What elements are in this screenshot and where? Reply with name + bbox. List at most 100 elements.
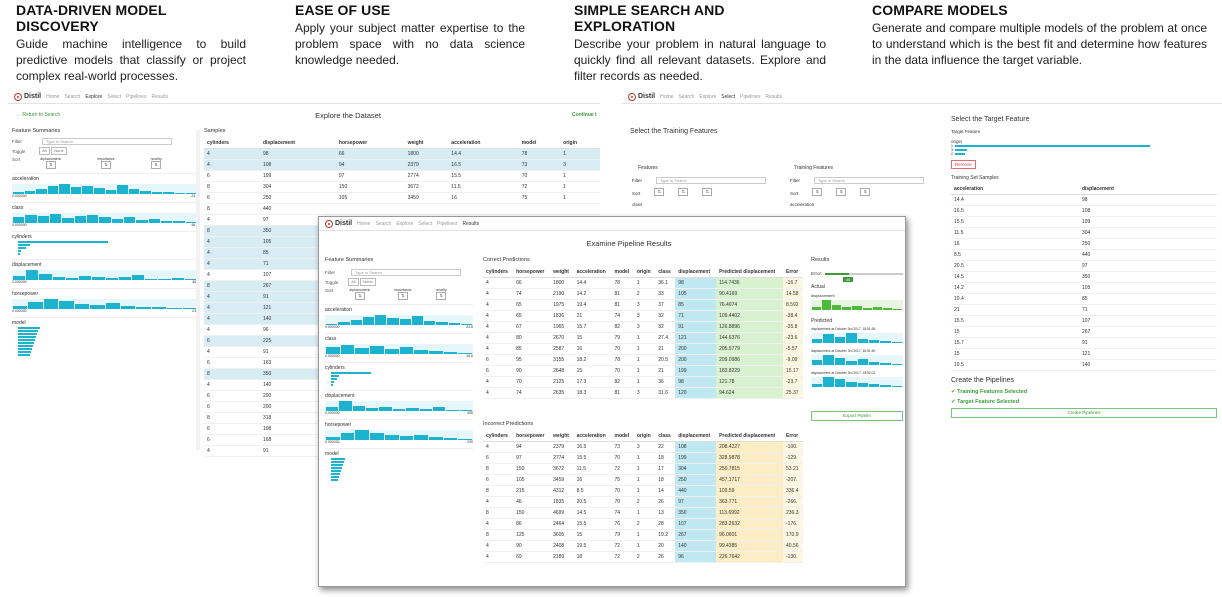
table-row[interactable]: 15.5 199 [951,216,1217,228]
category-bar[interactable] [18,336,36,338]
table-row[interactable]: 14.5 350 [951,271,1217,283]
category-bar[interactable] [18,333,37,335]
sort-alpha-button[interactable]: ⇅ [45,161,56,169]
sort-importance-button[interactable]: ⇅ [836,188,847,196]
facet-histogram[interactable] [325,315,473,325]
toggle-all-button[interactable]: All [39,147,50,155]
table-row[interactable]: 4 65 1836 21 74 3 32 71 109.4402 -38.4 [483,310,803,322]
table-row[interactable]: 4 69 2189 18 72 2 26 96 226.7642 -130. [483,551,803,563]
column-header[interactable]: class [655,431,676,442]
category-bar[interactable] [18,345,33,347]
filter-input[interactable]: Type to Search [814,177,924,184]
actual-histogram[interactable] [811,300,903,310]
column-header[interactable]: weight [550,431,574,442]
column-header[interactable]: origin [633,267,656,278]
table-row[interactable]: 4 65 1975 19.4 81 3 37 85 76.4074 8.592 [483,299,803,311]
column-header[interactable]: acceleration [951,184,1079,195]
table-row[interactable]: 4 86 2464 15.5 76 2 28 107 283.2632 -176. [483,518,803,530]
column-header[interactable]: weight [550,267,574,278]
table-row[interactable]: 4 85 2587 16 70 1 21 200 205.5779 -5.57 [483,343,803,355]
sort-novelty-button[interactable]: ⇅ [436,292,447,300]
category-bar[interactable] [18,348,32,350]
table-row[interactable]: 4 94 2379 16.5 73 3 22 108 208.4227 -100. [483,441,803,453]
nav-home[interactable]: Home [660,93,674,100]
column-header[interactable]: displacement [259,138,336,149]
table-row[interactable]: 4 98 66 1800 14.4 78 1 [204,148,600,160]
category-bar[interactable] [954,145,1150,147]
category-bar[interactable] [18,330,38,332]
export-pipeline-button[interactable]: Export Pipelin [811,411,903,421]
table-row[interactable]: 4 108 94 2379 16.5 73 3 [204,159,600,171]
nav-explore[interactable]: Explore [396,220,414,227]
nav-results[interactable]: Results [462,220,480,227]
error-slider[interactable] [825,272,903,275]
nav-search[interactable]: Search [375,220,392,227]
table-row[interactable]: 21 71 [951,304,1217,316]
column-header[interactable]: model [611,267,634,278]
table-row[interactable]: 8 440 [204,203,600,215]
table-row[interactable]: 19.5 140 [951,359,1217,371]
table-row[interactable]: 16 250 [951,238,1217,250]
category-bar[interactable] [18,247,26,249]
nav-explore[interactable]: Explore [85,93,103,100]
category-bar[interactable] [331,476,339,478]
facet-acceleration[interactable]: acceleration 0.000000 24.8 [12,173,198,198]
column-header[interactable]: displacement [675,267,717,278]
table-row[interactable]: 4 74 2190 14.2 81 2 33 105 90.4169 14.58 [483,288,803,300]
table-row[interactable]: 8 150 3672 11.5 72 1 17 304 250.7815 53.21 [483,463,803,475]
table-row[interactable]: 19.4 85 [951,293,1217,305]
sort-importance-button[interactable]: ⇅ [678,188,689,196]
category-bar[interactable] [18,327,40,329]
facet-histogram[interactable] [325,344,473,354]
column-header[interactable]: acceleration [573,267,612,278]
facet-scrollbar[interactable] [196,130,200,450]
category-bar[interactable] [331,375,339,377]
table-row[interactable]: 14.4 98 [951,194,1217,206]
facet-class[interactable]: class 0.000000 46.6 [12,202,198,227]
nav-home[interactable]: Home [46,93,60,100]
table-row[interactable]: 16.5 108 [951,205,1217,217]
category-bar[interactable] [331,381,334,383]
toggle-none-button[interactable]: None [51,147,67,155]
column-header[interactable]: origin [560,138,600,149]
column-header[interactable]: displacement [675,431,717,442]
facet-cylinders[interactable]: cylinders [12,231,198,255]
column-header[interactable]: Predicted displacement [716,267,783,278]
table-row[interactable]: 8 215 4312 8.5 70 1 14 440 103.59 336.4 [483,485,803,497]
facet-horsepower[interactable]: horsepower 0.000000 230 [12,288,198,313]
sort-alpha-button[interactable]: ⇅ [654,188,665,196]
category-bar[interactable] [331,470,341,472]
facet-histogram[interactable] [12,299,198,309]
table-row[interactable]: 4 70 2125 17.3 82 1 36 98 121.78 -23.7 [483,376,803,388]
table-row[interactable]: 15 121 [951,348,1217,360]
facet-histogram[interactable] [12,213,198,223]
column-header[interactable]: cylinders [204,138,260,149]
column-header[interactable]: horsepower [335,138,405,149]
table-row[interactable]: 14.2 105 [951,282,1217,294]
category-bar[interactable] [331,467,342,469]
column-header[interactable]: Error [783,431,803,442]
category-bar[interactable] [18,354,30,356]
sort-importance-button[interactable]: ⇅ [397,292,408,300]
facet-histogram[interactable] [12,184,198,194]
nav-search[interactable]: Search [678,93,695,100]
column-header[interactable]: model [611,431,634,442]
sort-novelty-button[interactable]: ⇅ [151,161,162,169]
column-header[interactable]: cylinders [483,267,514,278]
create-pipelines-button[interactable]: Create Pipelines [951,408,1217,418]
facet-model[interactable]: model [12,317,198,356]
facet-horsepower[interactable]: horsepower 0.000000 230 [325,419,473,444]
nav-select[interactable]: Select [418,220,433,227]
table-row[interactable]: 4 66 1800 14.4 78 1 36.1 98 114.7436 -16.7 [483,277,803,289]
filter-input[interactable]: Type to Search [656,177,766,184]
facet-acceleration[interactable]: acceleration 0.000000 24.8 [325,304,473,329]
nav-results[interactable]: Results [765,93,783,100]
table-row[interactable]: 20.5 97 [951,260,1217,272]
table-row[interactable]: 8 125 3605 15 79 1 19.2 267 96.0601 170.9 [483,529,803,541]
table-row[interactable]: 6 250 105 3459 16 75 1 [204,192,600,204]
table-row[interactable]: 6 105 3459 16 75 1 18 250 457.1717 -207. [483,474,803,486]
column-header[interactable]: acceleration [448,138,519,149]
predicted-histogram[interactable] [811,377,903,387]
predicted-histogram[interactable] [811,333,903,343]
continue-link[interactable]: Continue t [572,112,597,118]
